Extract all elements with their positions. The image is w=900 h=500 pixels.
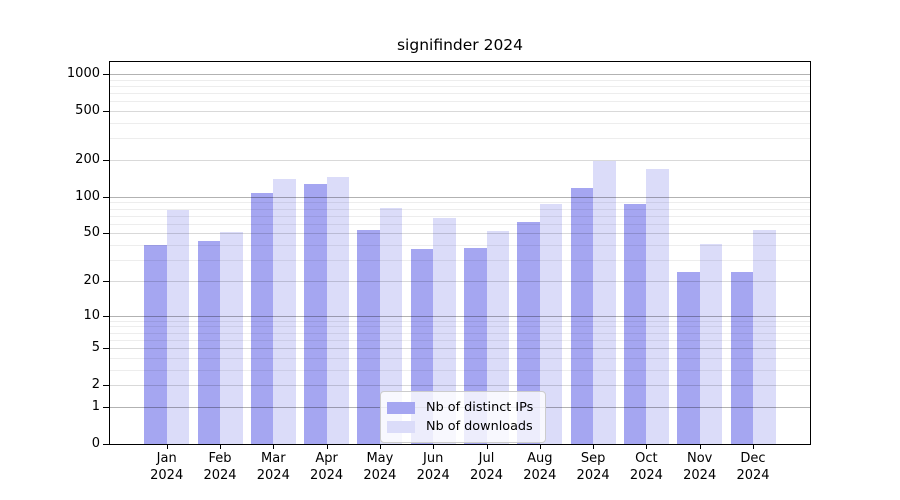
x-tick-may — [379, 444, 381, 449]
bar-downloads-jul — [486, 231, 509, 444]
y-tick-label-20: 20 — [83, 272, 100, 288]
y-tick-20 — [103, 280, 109, 282]
bar-downloads-feb — [220, 232, 243, 444]
x-tick-label-oct: Oct 2024 — [629, 451, 663, 483]
x-tick-label-jun: Jun 2024 — [416, 451, 450, 483]
bar-ips-dec — [730, 271, 753, 444]
legend-row-downloads: Nb of downloads — [387, 417, 533, 436]
bar-ips-feb — [197, 241, 220, 444]
bar-ips-may — [357, 230, 380, 444]
x-tick-jul — [486, 444, 488, 449]
bar-downloads-aug — [539, 203, 563, 444]
x-tick-label-sep: Sep 2024 — [576, 451, 610, 483]
x-tick-label-aug: Aug 2024 — [523, 451, 557, 483]
bar-ips-nov — [677, 271, 700, 444]
bar-downloads-jun — [433, 218, 456, 444]
bar-downloads-oct — [646, 168, 669, 444]
x-tick-label-nov: Nov 2024 — [683, 451, 717, 483]
y-tick-200 — [103, 159, 109, 161]
legend-label-distinct-ips: Nb of distinct IPs — [426, 400, 534, 415]
y-tick-5 — [103, 348, 109, 350]
x-tick-label-apr: Apr 2024 — [310, 451, 344, 483]
legend-swatch-downloads — [387, 420, 415, 433]
y-tick-500 — [103, 111, 109, 113]
x-tick-oct — [646, 444, 648, 449]
legend-label-downloads: Nb of downloads — [426, 419, 533, 434]
bars-layer — [110, 62, 810, 444]
x-tick-label-jul: Jul 2024 — [469, 451, 504, 483]
y-tick-label-1: 1 — [91, 398, 100, 414]
bar-ips-apr — [304, 184, 327, 444]
y-tick-0 — [103, 444, 109, 445]
y-tick-1 — [103, 406, 109, 408]
bar-downloads-may — [379, 207, 403, 444]
x-tick-sep — [593, 444, 595, 449]
bar-ips-aug — [517, 222, 540, 444]
x-tick-dec — [753, 444, 754, 449]
x-tick-nov — [699, 444, 701, 449]
bar-downloads-jan — [166, 209, 190, 444]
x-tick-mar — [273, 444, 275, 449]
x-tick-label-jan: Jan 2024 — [150, 451, 184, 483]
bar-downloads-nov — [699, 243, 723, 444]
x-tick-feb — [220, 444, 221, 449]
y-tick-2 — [103, 385, 109, 387]
y-tick-label-500: 500 — [75, 103, 100, 119]
x-tick-label-mar: Mar 2024 — [256, 451, 290, 483]
y-tick-10 — [103, 315, 109, 317]
bar-ips-sep — [570, 187, 594, 444]
y-tick-label-200: 200 — [75, 151, 100, 167]
legend-swatch-distinct-ips — [387, 401, 415, 414]
x-tick-apr — [326, 444, 328, 449]
bar-downloads-mar — [273, 179, 296, 444]
bar-downloads-dec — [753, 230, 776, 444]
y-tick-50 — [103, 233, 109, 235]
y-tick-1000 — [103, 74, 109, 75]
y-tick-label-2: 2 — [91, 377, 100, 393]
x-tick-label-may: May 2024 — [363, 451, 397, 483]
y-tick-label-50: 50 — [83, 225, 100, 241]
y-tick-label-1000: 1000 — [66, 66, 100, 81]
y-tick-label-5: 5 — [91, 340, 100, 356]
y-tick-100 — [103, 196, 109, 198]
bar-downloads-sep — [593, 160, 616, 444]
bar-ips-jan — [144, 245, 167, 444]
x-tick-label-dec: Dec 2024 — [736, 451, 770, 483]
x-tick-label-feb: Feb 2024 — [203, 451, 237, 483]
y-tick-label-100: 100 — [75, 188, 100, 204]
legend: Nb of distinct IPs Nb of downloads — [380, 391, 547, 443]
y-tick-label-10: 10 — [83, 307, 100, 323]
y-tick-label-0: 0 — [91, 436, 100, 451]
bar-ips-mar — [250, 193, 274, 444]
bar-ips-oct — [623, 203, 647, 444]
bar-downloads-apr — [326, 176, 350, 444]
x-tick-jun — [433, 444, 435, 449]
x-tick-aug — [539, 444, 541, 449]
x-tick-jan — [166, 444, 168, 449]
legend-row-distinct-ips: Nb of distinct IPs — [387, 398, 533, 417]
plot-area: Nb of distinct IPs Nb of downloads — [109, 61, 811, 445]
chart-title: signifinder 2024 — [396, 36, 524, 54]
